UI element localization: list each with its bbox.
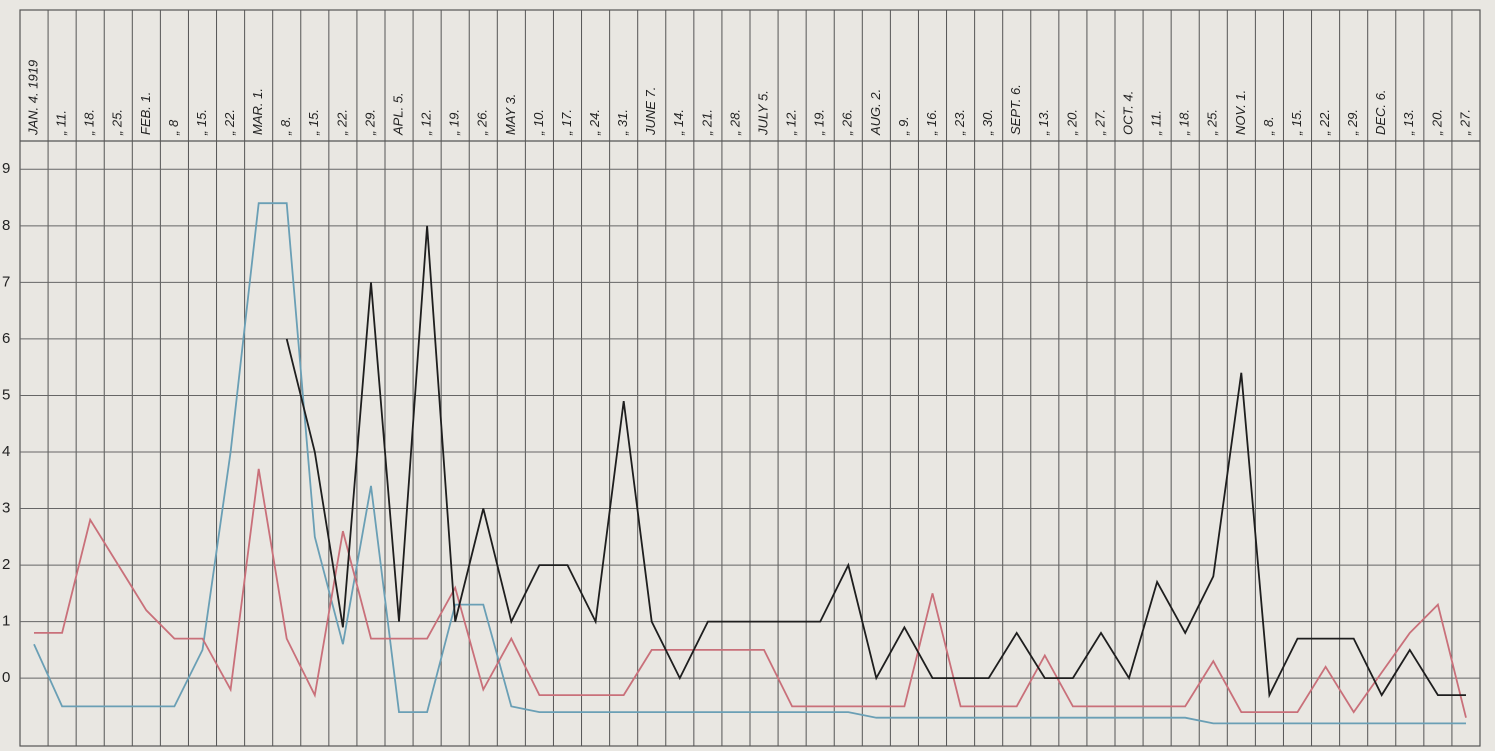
x-tick-label: „ 16. [924,109,939,136]
x-tick-label: „ 8 [166,119,181,136]
x-tick-label: „ 10. [531,109,546,136]
x-tick-label: „ 21. [699,109,714,136]
x-tick-label: „ 9. [896,116,911,136]
series-line [34,468,1467,718]
x-tick-label: „ 11. [54,110,69,136]
x-tick-label: „ 25. [110,109,125,136]
x-tick-label: „ 22. [222,109,237,136]
x-tick-label: APL. 5. [390,92,405,136]
x-tick-label: „ 22. [1317,109,1332,136]
x-tick-label: „ 15. [306,109,321,136]
y-tick-label: 3 [2,499,10,516]
x-tick-label: DEC. 6. [1373,89,1388,135]
x-tick-label: MAY 3. [503,94,518,135]
y-tick-label: 9 [2,160,10,177]
x-tick-label: „ 12. [419,109,434,136]
x-tick-label: „ 13. [1036,109,1051,136]
x-tick-label: NOV. 1. [1233,90,1248,135]
x-tick-label: „ 24. [587,109,602,136]
x-tick-label: JULY 5. [755,90,770,136]
x-tick-label: „ 13. [1401,109,1416,136]
x-tick-label: JUNE 7. [643,87,658,136]
x-tick-label: „ 26. [475,109,490,136]
x-tick-label: „ 26. [840,109,855,136]
x-tick-label: „ 25. [1205,109,1220,136]
x-tick-label: „ 8. [1261,116,1276,136]
x-tick-label: „ 27. [1092,109,1107,136]
x-tick-label: SEPT. 6. [1008,84,1023,135]
y-tick-label: 2 [2,556,10,573]
x-tick-label: „ 27. [1457,109,1472,136]
x-tick-label: „ 30. [980,109,995,136]
x-tick-label: „ 22. [334,109,349,136]
y-tick-label: 7 [2,273,10,290]
x-tick-label: „ 29. [1345,109,1360,136]
x-tick-label: „ 12. [784,109,799,136]
x-tick-label: „ 18. [1177,109,1192,136]
x-tick-label: „ 20. [1064,109,1079,136]
x-tick-label: „ 17. [559,109,574,136]
x-tick-label: „ 18. [82,109,97,136]
y-tick-label: 6 [2,330,10,347]
x-tick-label: „ 15. [194,109,209,136]
y-tick-label: 0 [2,669,10,686]
y-tick-label: 5 [2,386,10,403]
x-tick-label: FEB. 1. [138,92,153,135]
series-line [285,225,1466,699]
y-tick-label: 1 [2,613,10,630]
y-tick-label: 4 [2,443,10,460]
y-tick-label: 8 [2,217,10,234]
x-tick-label: „ 15. [1289,109,1304,136]
x-tick-label: AUG. 2. [868,89,883,136]
x-tick-label: „ 23. [952,109,967,136]
x-tick-label: „ 14. [671,109,686,136]
x-tick-label: „ 19. [812,109,827,136]
x-tick-label: „ 31. [615,109,630,136]
x-tick-label: „ 29. [362,109,377,136]
x-tick-label: MAR. 1. [250,88,265,135]
x-tick-label: „ 28. [727,109,742,136]
series-line [33,202,1466,725]
x-tick-label: „ 19. [447,109,462,136]
x-tick-label: „ 20. [1429,109,1444,136]
x-tick-label: „ 8. [278,116,293,136]
x-tick-label: „ 11. [1149,110,1164,136]
x-tick-label: JAN. 4. 1919 [25,60,40,136]
x-tick-label: OCT. 4. [1120,91,1135,135]
